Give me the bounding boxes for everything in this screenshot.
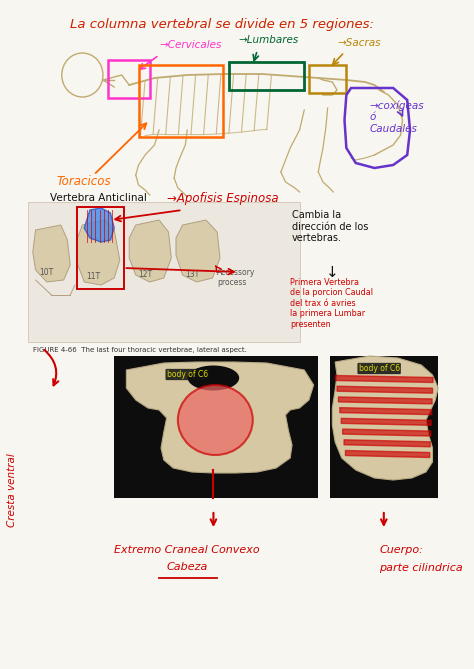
Text: Toracicos: Toracicos: [56, 175, 111, 188]
Text: Primera Vertebra
de la porcion Caudal
del trax ó avries
la primera Lumbar
presen: Primera Vertebra de la porcion Caudal de…: [290, 278, 373, 328]
Polygon shape: [129, 220, 171, 282]
Bar: [114, 356, 318, 498]
Bar: [28, 202, 300, 342]
Bar: [77, 207, 124, 289]
Text: 12T: 12T: [138, 270, 153, 279]
Polygon shape: [84, 208, 114, 242]
Text: La columna vertebral se divide en 5 regiones:: La columna vertebral se divide en 5 regi…: [70, 18, 374, 31]
Polygon shape: [127, 362, 314, 473]
Text: FIGURE 4-66  The last four thoracic vertebrae, lateral aspect.: FIGURE 4-66 The last four thoracic verte…: [33, 347, 246, 353]
Text: 11T: 11T: [86, 272, 100, 281]
Text: 10T: 10T: [39, 268, 54, 277]
Text: Cuerpo:: Cuerpo:: [379, 545, 423, 555]
Bar: [229, 62, 304, 90]
Polygon shape: [332, 356, 438, 480]
Text: Cambia la
dirección de los
vertebras.: Cambia la dirección de los vertebras.: [292, 210, 368, 244]
Text: 13T: 13T: [185, 270, 200, 279]
Ellipse shape: [178, 385, 253, 455]
Text: Extremo Craneal Convexo: Extremo Craneal Convexo: [114, 545, 260, 555]
Text: Accessory
process: Accessory process: [217, 268, 255, 288]
Text: →Sacras: →Sacras: [337, 38, 381, 48]
Text: →Cervicales: →Cervicales: [159, 40, 221, 50]
Text: →coxígeas
ó
Caudales: →coxígeas ó Caudales: [370, 100, 424, 134]
Bar: [108, 60, 150, 98]
Polygon shape: [33, 225, 70, 282]
Bar: [138, 65, 223, 137]
Polygon shape: [176, 220, 220, 282]
Text: →Lumbares: →Lumbares: [239, 35, 299, 45]
Text: Extremo
Caudal: Extremo Caudal: [332, 404, 380, 425]
Text: Cresta ventral: Cresta ventral: [7, 453, 17, 527]
Text: Vertebra Anticlinal: Vertebra Anticlinal: [50, 193, 147, 203]
Text: body of C6: body of C6: [167, 370, 208, 379]
Text: →Apofisis Espinosa: →Apofisis Espinosa: [167, 192, 278, 205]
Bar: [329, 356, 438, 498]
Ellipse shape: [188, 365, 239, 391]
Text: parte cilindrica: parte cilindrica: [379, 563, 463, 573]
Polygon shape: [77, 220, 120, 285]
Bar: [309, 65, 346, 93]
Text: body of C6: body of C6: [358, 364, 400, 373]
Text: Cabeza: Cabeza: [166, 562, 208, 572]
Text: ↓: ↓: [326, 265, 339, 280]
